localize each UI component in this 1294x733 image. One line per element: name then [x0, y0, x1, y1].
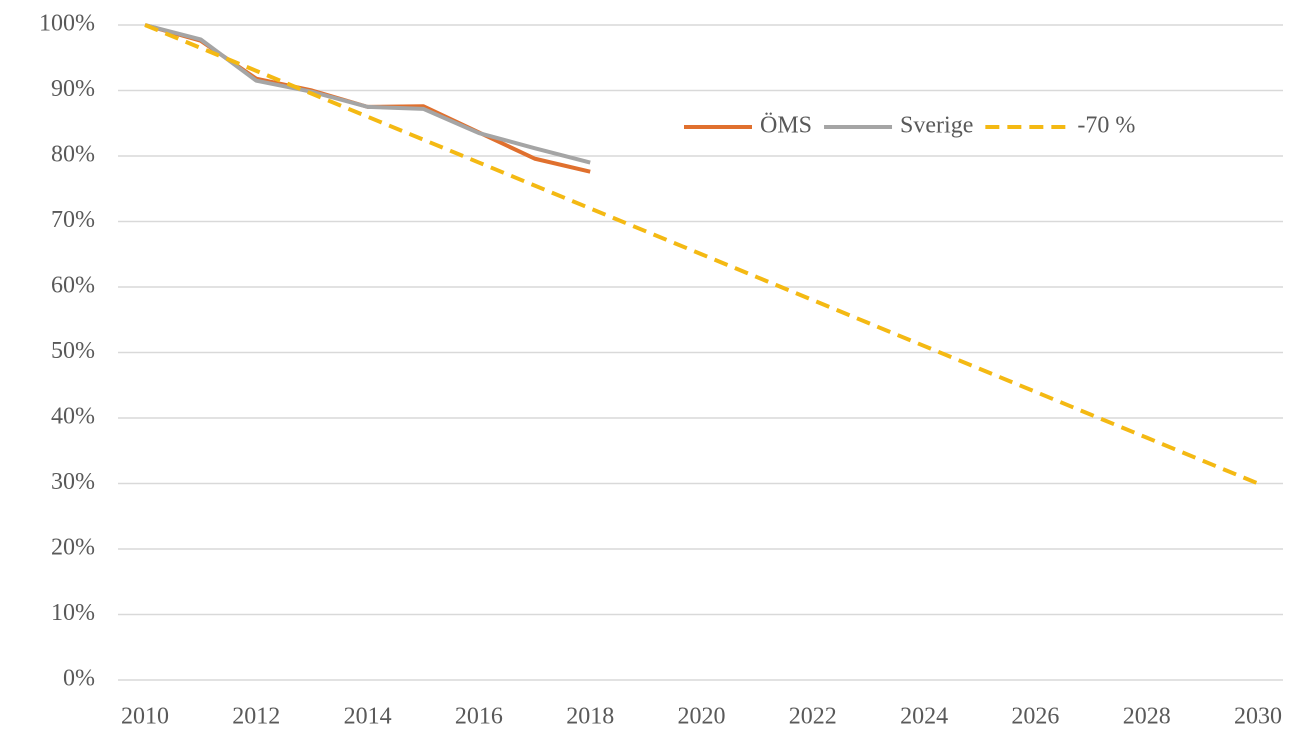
legend-label: -70 % — [1077, 113, 1135, 139]
x-tick-label: 2024 — [900, 704, 948, 730]
x-tick-label: 2012 — [232, 704, 280, 730]
x-tick-label: 2026 — [1011, 704, 1059, 730]
y-tick-label: 90% — [51, 76, 95, 102]
y-tick-label: 70% — [51, 207, 95, 233]
y-tick-label: 0% — [63, 666, 95, 692]
x-tick-label: 2014 — [344, 704, 392, 730]
series-line — [144, 23, 1259, 486]
series-line — [144, 23, 591, 165]
x-tick-label: 2018 — [566, 704, 614, 730]
y-tick-label: 80% — [51, 142, 95, 168]
y-tick-label: 50% — [51, 338, 95, 364]
x-tick-label: 2010 — [121, 704, 169, 730]
y-tick-label: 10% — [51, 600, 95, 626]
x-tick-label: 2028 — [1123, 704, 1171, 730]
x-tick-label: 2020 — [678, 704, 726, 730]
x-tick-label: 2016 — [455, 704, 503, 730]
x-tick-label: 2030 — [1234, 704, 1282, 730]
y-tick-label: 60% — [51, 273, 95, 299]
legend-label: ÖMS — [760, 113, 812, 139]
y-tick-label: 30% — [51, 469, 95, 495]
y-tick-label: 20% — [51, 535, 95, 561]
x-tick-label: 2022 — [789, 704, 837, 730]
legend-label: Sverige — [900, 113, 973, 139]
y-tick-label: 40% — [51, 404, 95, 430]
y-tick-label: 100% — [39, 11, 95, 37]
